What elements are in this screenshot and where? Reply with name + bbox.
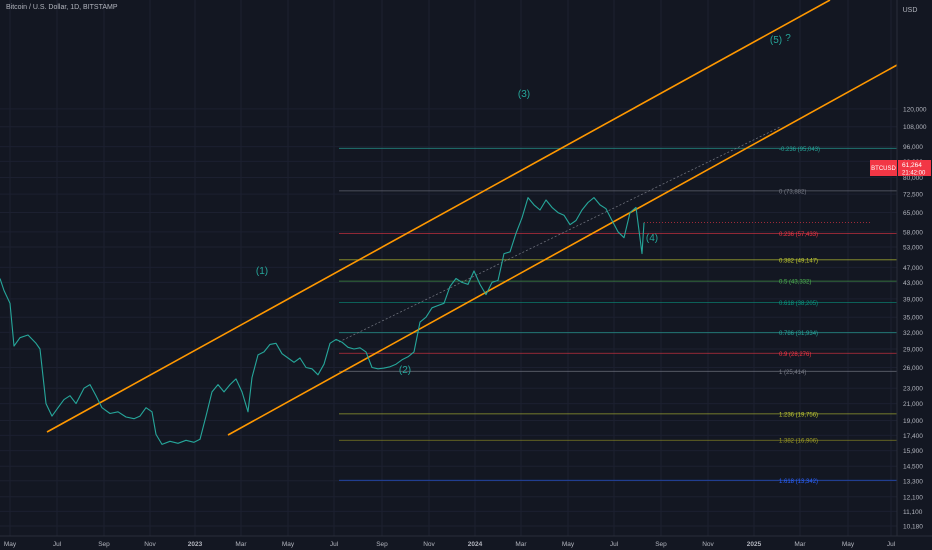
time-tick-label: Nov — [144, 541, 156, 548]
last-price: 61,264 — [902, 162, 922, 169]
fib-label-2: 0.236 (57,433) — [779, 232, 818, 238]
time-tick-label: Mar — [794, 541, 806, 548]
time-tick-label: Nov — [702, 541, 714, 548]
price-tick-label: 80,000 — [903, 175, 923, 182]
bar-countdown: 21:42:00 — [902, 171, 926, 177]
price-tick-label: 32,000 — [903, 330, 923, 337]
time-tick-label: May — [842, 541, 855, 548]
fibonacci-levels: -0.236 (95,043) 0 (73,882) 0.236 (57,433) 0… — [338, 126, 897, 485]
time-tick-label: May — [282, 541, 295, 548]
time-tick-label: May — [562, 541, 575, 548]
time-tick-label: Jul — [330, 541, 339, 548]
channel-lower-line — [227, 64, 898, 436]
price-tick-label: 17,400 — [903, 433, 923, 440]
price-tick-label: 72,500 — [903, 192, 923, 199]
price-tick-label: 39,000 — [903, 296, 923, 303]
time-tick-label: 2025 — [747, 541, 762, 548]
fib-label-3: 0.382 (49,147) — [779, 258, 818, 264]
fib-label-5: 0.618 (38,205) — [779, 301, 818, 307]
symbol-tag: BTCUSD — [871, 166, 896, 172]
price-tick-label: 29,000 — [903, 347, 923, 354]
price-tick-label: 14,500 — [903, 464, 923, 471]
fib-label-6: 0.786 (31,934) — [779, 331, 818, 337]
time-tick-label: Sep — [655, 541, 667, 548]
trend-channel — [46, 0, 898, 436]
price-tick-label: 21,000 — [903, 401, 923, 408]
price-tick-label: 58,000 — [903, 229, 923, 236]
wave-label-2: (3) — [518, 89, 530, 100]
price-tick-label: 47,000 — [903, 265, 923, 272]
price-tick-label: 65,000 — [903, 210, 923, 217]
wave-label-1: (2) — [399, 365, 411, 376]
symbol-tag-bg — [870, 160, 897, 176]
price-tick-label: 26,000 — [903, 365, 923, 372]
chart-grid — [0, 0, 897, 536]
time-tick-label: Nov — [423, 541, 435, 548]
time-tick-label: Jul — [887, 541, 896, 548]
fib-label-11: 1.618 (13,342) — [779, 479, 818, 485]
fib-label-7: 0.9 (28,276) — [779, 352, 811, 358]
price-line — [0, 197, 645, 445]
wave-labels: (1) (2) (3) (4) (5)? — [256, 33, 791, 376]
price-tick-label: 35,000 — [903, 315, 923, 322]
time-tick-label: Jul — [610, 541, 619, 548]
price-tick-label: 15,900 — [903, 448, 923, 455]
fib-trend-line — [338, 126, 781, 343]
time-tick-label: Mar — [515, 541, 527, 548]
wave-label-4: (5) — [770, 35, 782, 46]
price-axis-background — [897, 0, 932, 536]
price-tick-label: 23,000 — [903, 386, 923, 393]
fib-label-10: 1.382 (16,906) — [779, 439, 818, 445]
price-tick-label: 43,000 — [903, 280, 923, 287]
time-tick-label: Jul — [53, 541, 62, 548]
price-tag-bg — [898, 160, 931, 176]
channel-upper-line — [46, 0, 831, 433]
fib-label-9: 1.236 (19,756) — [779, 412, 818, 418]
time-axis[interactable]: May Jul Sep Nov 2023 Mar May Jul Sep Nov 2024 Mar Ma… — [4, 541, 896, 548]
wave-label-0: (1) — [256, 266, 268, 277]
fib-label-8: 1 (25,414) — [779, 370, 806, 376]
time-tick-label: May — [4, 541, 17, 548]
wave-label-5: ? — [785, 33, 791, 44]
currency-label[interactable]: USD — [903, 7, 918, 14]
fib-label-4: 0.5 (43,332) — [779, 280, 811, 286]
price-tick-label: 19,000 — [903, 418, 923, 425]
time-tick-label: Sep — [376, 541, 388, 548]
price-tick-label: 12,100 — [903, 494, 923, 501]
last-price-tag: BTCUSD 61,264 21:42:00 — [870, 160, 931, 177]
time-axis-background — [0, 536, 932, 550]
time-tick-label: 2023 — [188, 541, 203, 548]
time-tick-label: Mar — [235, 541, 247, 548]
time-tick-label: 2024 — [468, 541, 483, 548]
chart-title: Bitcoin / U.S. Dollar, 1D, BITSTAMP — [6, 4, 118, 11]
wave-label-3: (4) — [646, 233, 658, 244]
price-tick-label: 53,000 — [903, 245, 923, 252]
price-tick-label: 10,180 — [903, 524, 923, 531]
price-tick-label: 108,000 — [903, 124, 927, 131]
fib-label-0: -0.236 (95,043) — [779, 147, 820, 153]
price-tick-label: 11,100 — [903, 509, 923, 516]
price-series — [0, 197, 870, 445]
price-tick-label: 96,000 — [903, 144, 923, 151]
price-tick-label: 13,300 — [903, 478, 923, 485]
time-tick-label: Sep — [98, 541, 110, 548]
price-tick-label: 120,000 — [903, 106, 927, 113]
fib-label-1: 0 (73,882) — [779, 189, 806, 195]
